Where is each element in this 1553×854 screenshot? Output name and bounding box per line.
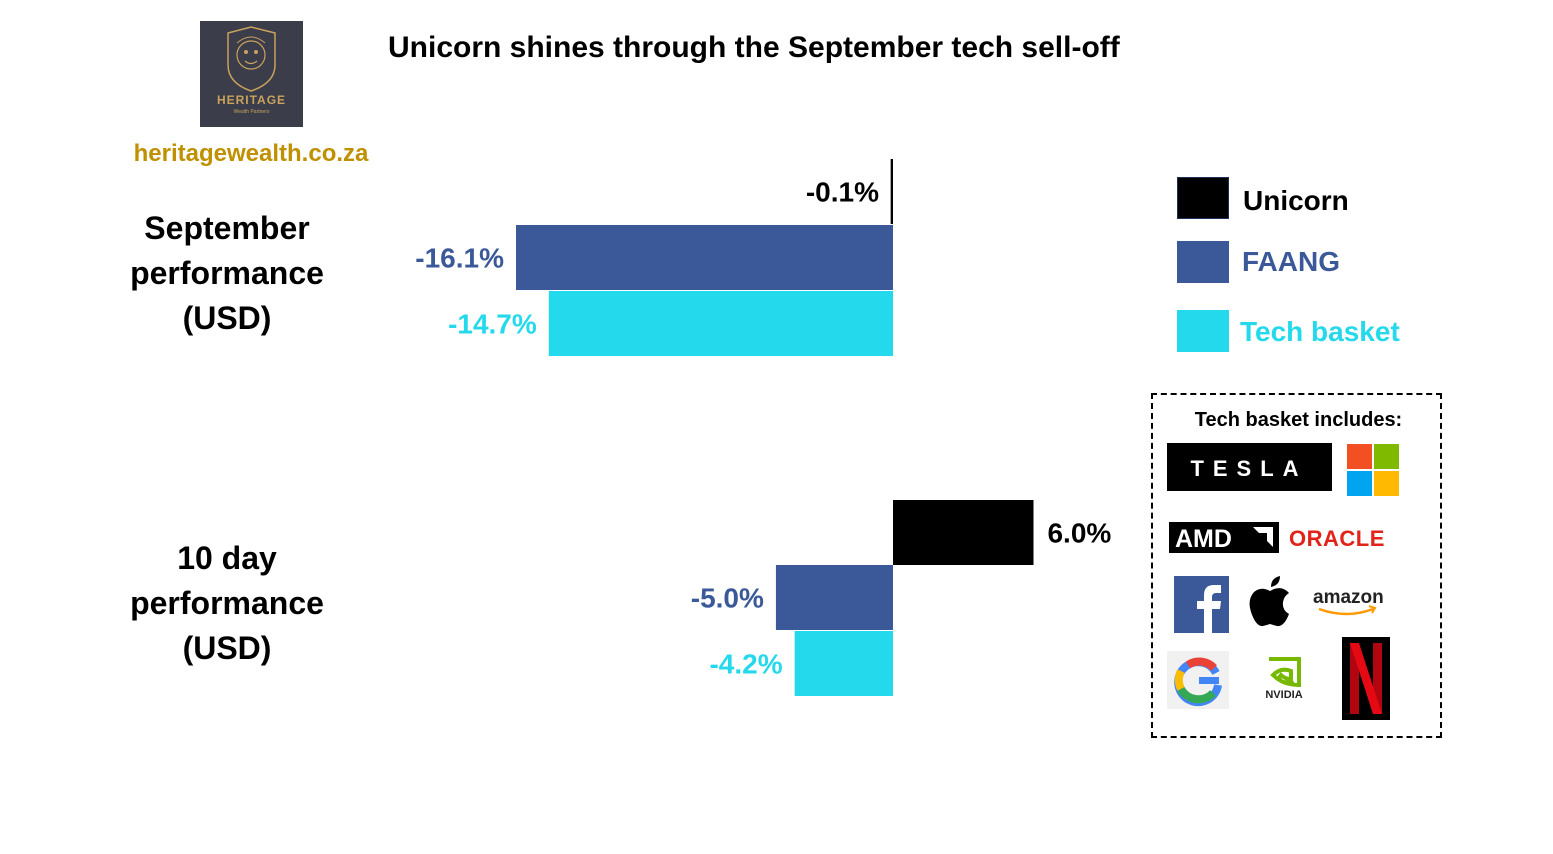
bar-chart: -0.1% -16.1% -14.7% 6.0% -5.0% -4.2%	[415, 159, 1111, 696]
data-label-unicorn-10-day: 6.0%	[1047, 518, 1111, 549]
tesla-wordmark: TESLA	[1190, 456, 1307, 481]
oracle-logo: ORACLE	[1289, 523, 1424, 553]
data-label-unicorn-september: -0.1%	[806, 177, 879, 208]
legend-swatch-unicorn	[1177, 177, 1229, 219]
legend-swatch-tech-basket	[1177, 310, 1229, 352]
category-line: (USD)	[182, 300, 272, 336]
category-label-september: September performance (USD)	[97, 206, 357, 341]
legend-label-tech-basket: Tech basket	[1240, 316, 1400, 347]
logo-wordmark: HERITAGE	[216, 93, 287, 107]
amd-logo: AMD	[1169, 522, 1279, 553]
category-line: (USD)	[182, 630, 272, 666]
apple-logo	[1247, 574, 1293, 628]
bar-unicorn-september	[890, 159, 893, 224]
category-line: September	[144, 210, 310, 246]
data-label-tech-basket-10-day: -4.2%	[709, 649, 782, 680]
tech-basket-box: Tech basket includes: TESLA AMD ORACLE	[1151, 393, 1442, 738]
oracle-wordmark: ORACLE	[1289, 526, 1385, 551]
chart-title: Unicorn shines through the September tec…	[388, 31, 1120, 64]
legend-label-faang: FAANG	[1242, 246, 1340, 277]
category-line: performance	[130, 255, 324, 291]
google-logo	[1167, 651, 1229, 709]
data-label-faang-september: -16.1%	[415, 243, 504, 274]
legend-swatch-faang	[1177, 241, 1229, 283]
heritage-logo: HERITAGE Wealth Partners	[200, 21, 303, 127]
category-line: performance	[130, 585, 324, 621]
logo-subtitle: Wealth Partners	[233, 109, 270, 115]
microsoft-logo	[1347, 444, 1399, 496]
lion-shield-icon	[227, 26, 276, 92]
nvidia-wordmark: NVIDIA	[1265, 689, 1302, 701]
amazon-wordmark: amazon	[1313, 587, 1384, 608]
facebook-logo	[1174, 576, 1229, 633]
data-label-tech-basket-september: -14.7%	[448, 309, 537, 340]
tesla-logo: TESLA	[1167, 443, 1332, 491]
nvidia-logo: NVIDIA	[1255, 653, 1313, 705]
bar-faang-10-day	[775, 565, 893, 630]
bar-faang-september	[516, 225, 893, 290]
amazon-logo: amazon	[1311, 585, 1391, 621]
bar-tech-basket-september	[548, 291, 893, 356]
amd-wordmark: AMD	[1175, 525, 1232, 553]
website-link[interactable]: heritagewealth.co.za	[133, 140, 369, 167]
data-label-faang-10-day: -5.0%	[691, 583, 764, 614]
legend-label-unicorn: Unicorn	[1243, 185, 1349, 216]
tech-basket-title: Tech basket includes:	[1194, 409, 1403, 431]
category-line: 10 day	[177, 540, 277, 576]
category-label-10-day: 10 day performance (USD)	[97, 536, 357, 671]
netflix-logo	[1342, 637, 1390, 720]
bar-tech-basket-10-day	[794, 631, 893, 696]
bar-unicorn-10-day	[893, 500, 1034, 565]
